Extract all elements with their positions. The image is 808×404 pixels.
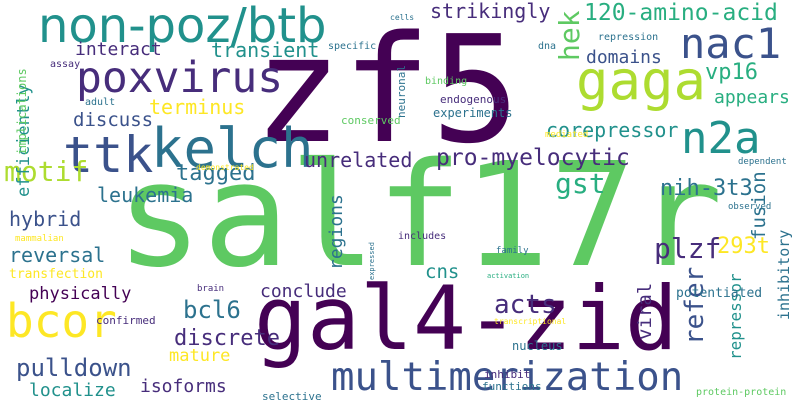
word-terminus: terminus xyxy=(149,95,246,119)
word-ttk: ttk xyxy=(63,126,154,184)
word-hybrid: hybrid xyxy=(9,207,82,231)
word-family: family xyxy=(496,246,529,256)
word-transfection: transfection xyxy=(9,267,103,282)
word-leukemia: leukemia xyxy=(97,183,194,207)
word-mature: mature xyxy=(169,346,231,366)
word-binding: binding xyxy=(425,76,468,87)
word-viral: viral xyxy=(634,282,656,340)
word-nac1: nac1 xyxy=(680,19,782,68)
word-experiments: experiments xyxy=(433,106,513,120)
word-acts: acts xyxy=(494,290,557,320)
word-kelch: kelch xyxy=(151,117,314,180)
word-plzf: plzf xyxy=(654,232,722,265)
word-dna: dna xyxy=(538,41,557,52)
word-appears: appears xyxy=(714,87,790,108)
word-physically: physically xyxy=(29,284,132,304)
word-motif: motif xyxy=(4,155,89,188)
word-inhibit: inhibit xyxy=(484,368,531,381)
word-selective: selective xyxy=(262,390,322,403)
word-repression: repression xyxy=(598,32,659,43)
word-cells: cells xyxy=(390,13,415,22)
word-adult: adult xyxy=(85,97,116,108)
word-demonstrated: demonstrated xyxy=(196,163,254,172)
word-120-amino-acid: 120-amino-acid xyxy=(584,0,778,26)
word-corepressor: corepressor xyxy=(546,118,679,142)
word-n2a: n2a xyxy=(681,113,761,164)
word-mediated: mediated xyxy=(545,130,589,140)
word-protein-protein: protein-protein xyxy=(696,387,787,398)
word-regions: regions xyxy=(326,194,347,270)
word-tagged: tagged xyxy=(176,161,256,186)
word-assay: assay xyxy=(50,59,81,70)
word-includes: includes xyxy=(398,231,447,242)
word-nih-3t3: nih-3t3 xyxy=(660,176,753,201)
word-neuronal: neuronal xyxy=(395,65,408,118)
word-transient: transient xyxy=(211,38,320,62)
word-gal4-zid: gal4-zid xyxy=(254,267,678,370)
word-activation: activation xyxy=(487,272,530,280)
word-poxvirus: poxvirus xyxy=(76,53,284,103)
word-localize: localize xyxy=(29,380,116,401)
word-refer: refer xyxy=(680,266,710,345)
word-bcor: bcor xyxy=(6,294,117,348)
word-zf5: zf5 xyxy=(253,4,521,176)
word-domains: domains xyxy=(586,47,662,68)
word-brain: brain xyxy=(197,284,225,294)
word-hek: hek xyxy=(553,10,586,61)
word-reversal: reversal xyxy=(9,243,106,267)
word-discuss: discuss xyxy=(73,109,154,131)
word-pro-myelocytic: pro-myelocytic xyxy=(436,145,630,171)
word-gst: gst xyxy=(555,167,606,200)
word-dependent: dependent xyxy=(738,157,787,167)
word-vp16: vp16 xyxy=(705,60,758,85)
word-unrelated: unrelated xyxy=(304,148,413,172)
word-cns: cns xyxy=(425,261,460,283)
word-isoforms: isoforms xyxy=(140,376,227,397)
word-interact: interact xyxy=(75,39,162,60)
word-observed: observed xyxy=(728,202,772,212)
word-gaga: gaga xyxy=(576,49,707,112)
word-endogenous: endogenous xyxy=(440,93,507,106)
word-293t: 293t xyxy=(717,234,770,259)
word-conserved: conserved xyxy=(341,114,401,127)
word-salf17r: salf17r xyxy=(116,131,723,299)
word-multimerization: multimerization xyxy=(331,355,684,400)
word-transcriptional: transcriptional xyxy=(494,317,567,326)
word-confirmed: confirmed xyxy=(96,314,156,327)
word-functions: functions xyxy=(482,380,542,393)
word-bcl6: bcl6 xyxy=(183,296,241,324)
word-non-poz-btb: non-poz/btb xyxy=(38,0,327,54)
word-strikingly: strikingly xyxy=(430,0,551,23)
word-inhibitory: inhibitory xyxy=(775,229,793,320)
word-expressed: expressed xyxy=(368,242,376,280)
word-discrete: discrete xyxy=(174,326,280,351)
word-specific: specific xyxy=(328,41,377,52)
word-implications: implications xyxy=(15,68,29,155)
word-potentiated: potentiated xyxy=(676,286,763,301)
word-pulldown: pulldown xyxy=(16,354,132,382)
word-mammalian: mammalian xyxy=(15,234,64,244)
word-nucleus: nucleus xyxy=(512,339,563,353)
word-conclude: conclude xyxy=(260,281,347,302)
